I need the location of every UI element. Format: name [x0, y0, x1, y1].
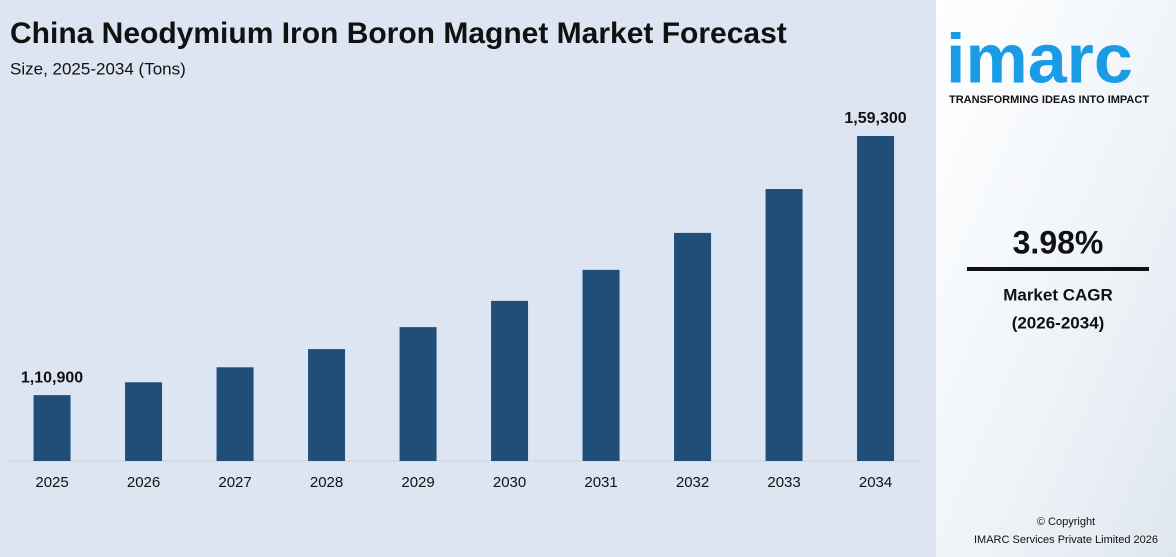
cagr-value: 3.98%	[1013, 224, 1104, 260]
x-tick-label: 2033	[767, 474, 800, 491]
x-tick-label: 2031	[584, 474, 617, 491]
x-tick-label: 2028	[310, 474, 343, 491]
x-tick-label: 2025	[35, 474, 68, 491]
bar	[33, 395, 71, 461]
bar	[308, 349, 346, 461]
x-tick-label: 2029	[401, 474, 434, 491]
value-label: 1,10,900	[21, 369, 83, 386]
x-tick-label: 2034	[859, 474, 892, 491]
bar	[674, 232, 712, 461]
copyright: © Copyright	[1037, 516, 1095, 528]
bar	[125, 382, 163, 461]
side-panel	[936, 0, 1176, 557]
value-label: 1,59,300	[844, 110, 906, 127]
x-tick-label: 2026	[127, 474, 160, 491]
bar	[399, 327, 437, 461]
x-tick-label: 2030	[493, 474, 526, 491]
bar	[857, 135, 895, 461]
company: IMARC Services Private Limited 2026	[974, 534, 1158, 546]
bar	[491, 300, 529, 461]
bar	[582, 269, 620, 461]
tagline: TRANSFORMING IDEAS INTO IMPACT	[949, 94, 1149, 106]
bar	[216, 367, 254, 461]
x-tick-label: 2032	[676, 474, 709, 491]
chart-subtitle: Size, 2025-2034 (Tons)	[10, 59, 186, 78]
logo: imarc	[946, 19, 1133, 97]
chart-title: China Neodymium Iron Boron Magnet Market…	[10, 17, 787, 50]
x-tick-label: 2027	[218, 474, 251, 491]
bar	[765, 188, 803, 461]
cagr-label: Market CAGR	[1003, 285, 1113, 304]
cagr-period: (2026-2034)	[1012, 313, 1105, 332]
